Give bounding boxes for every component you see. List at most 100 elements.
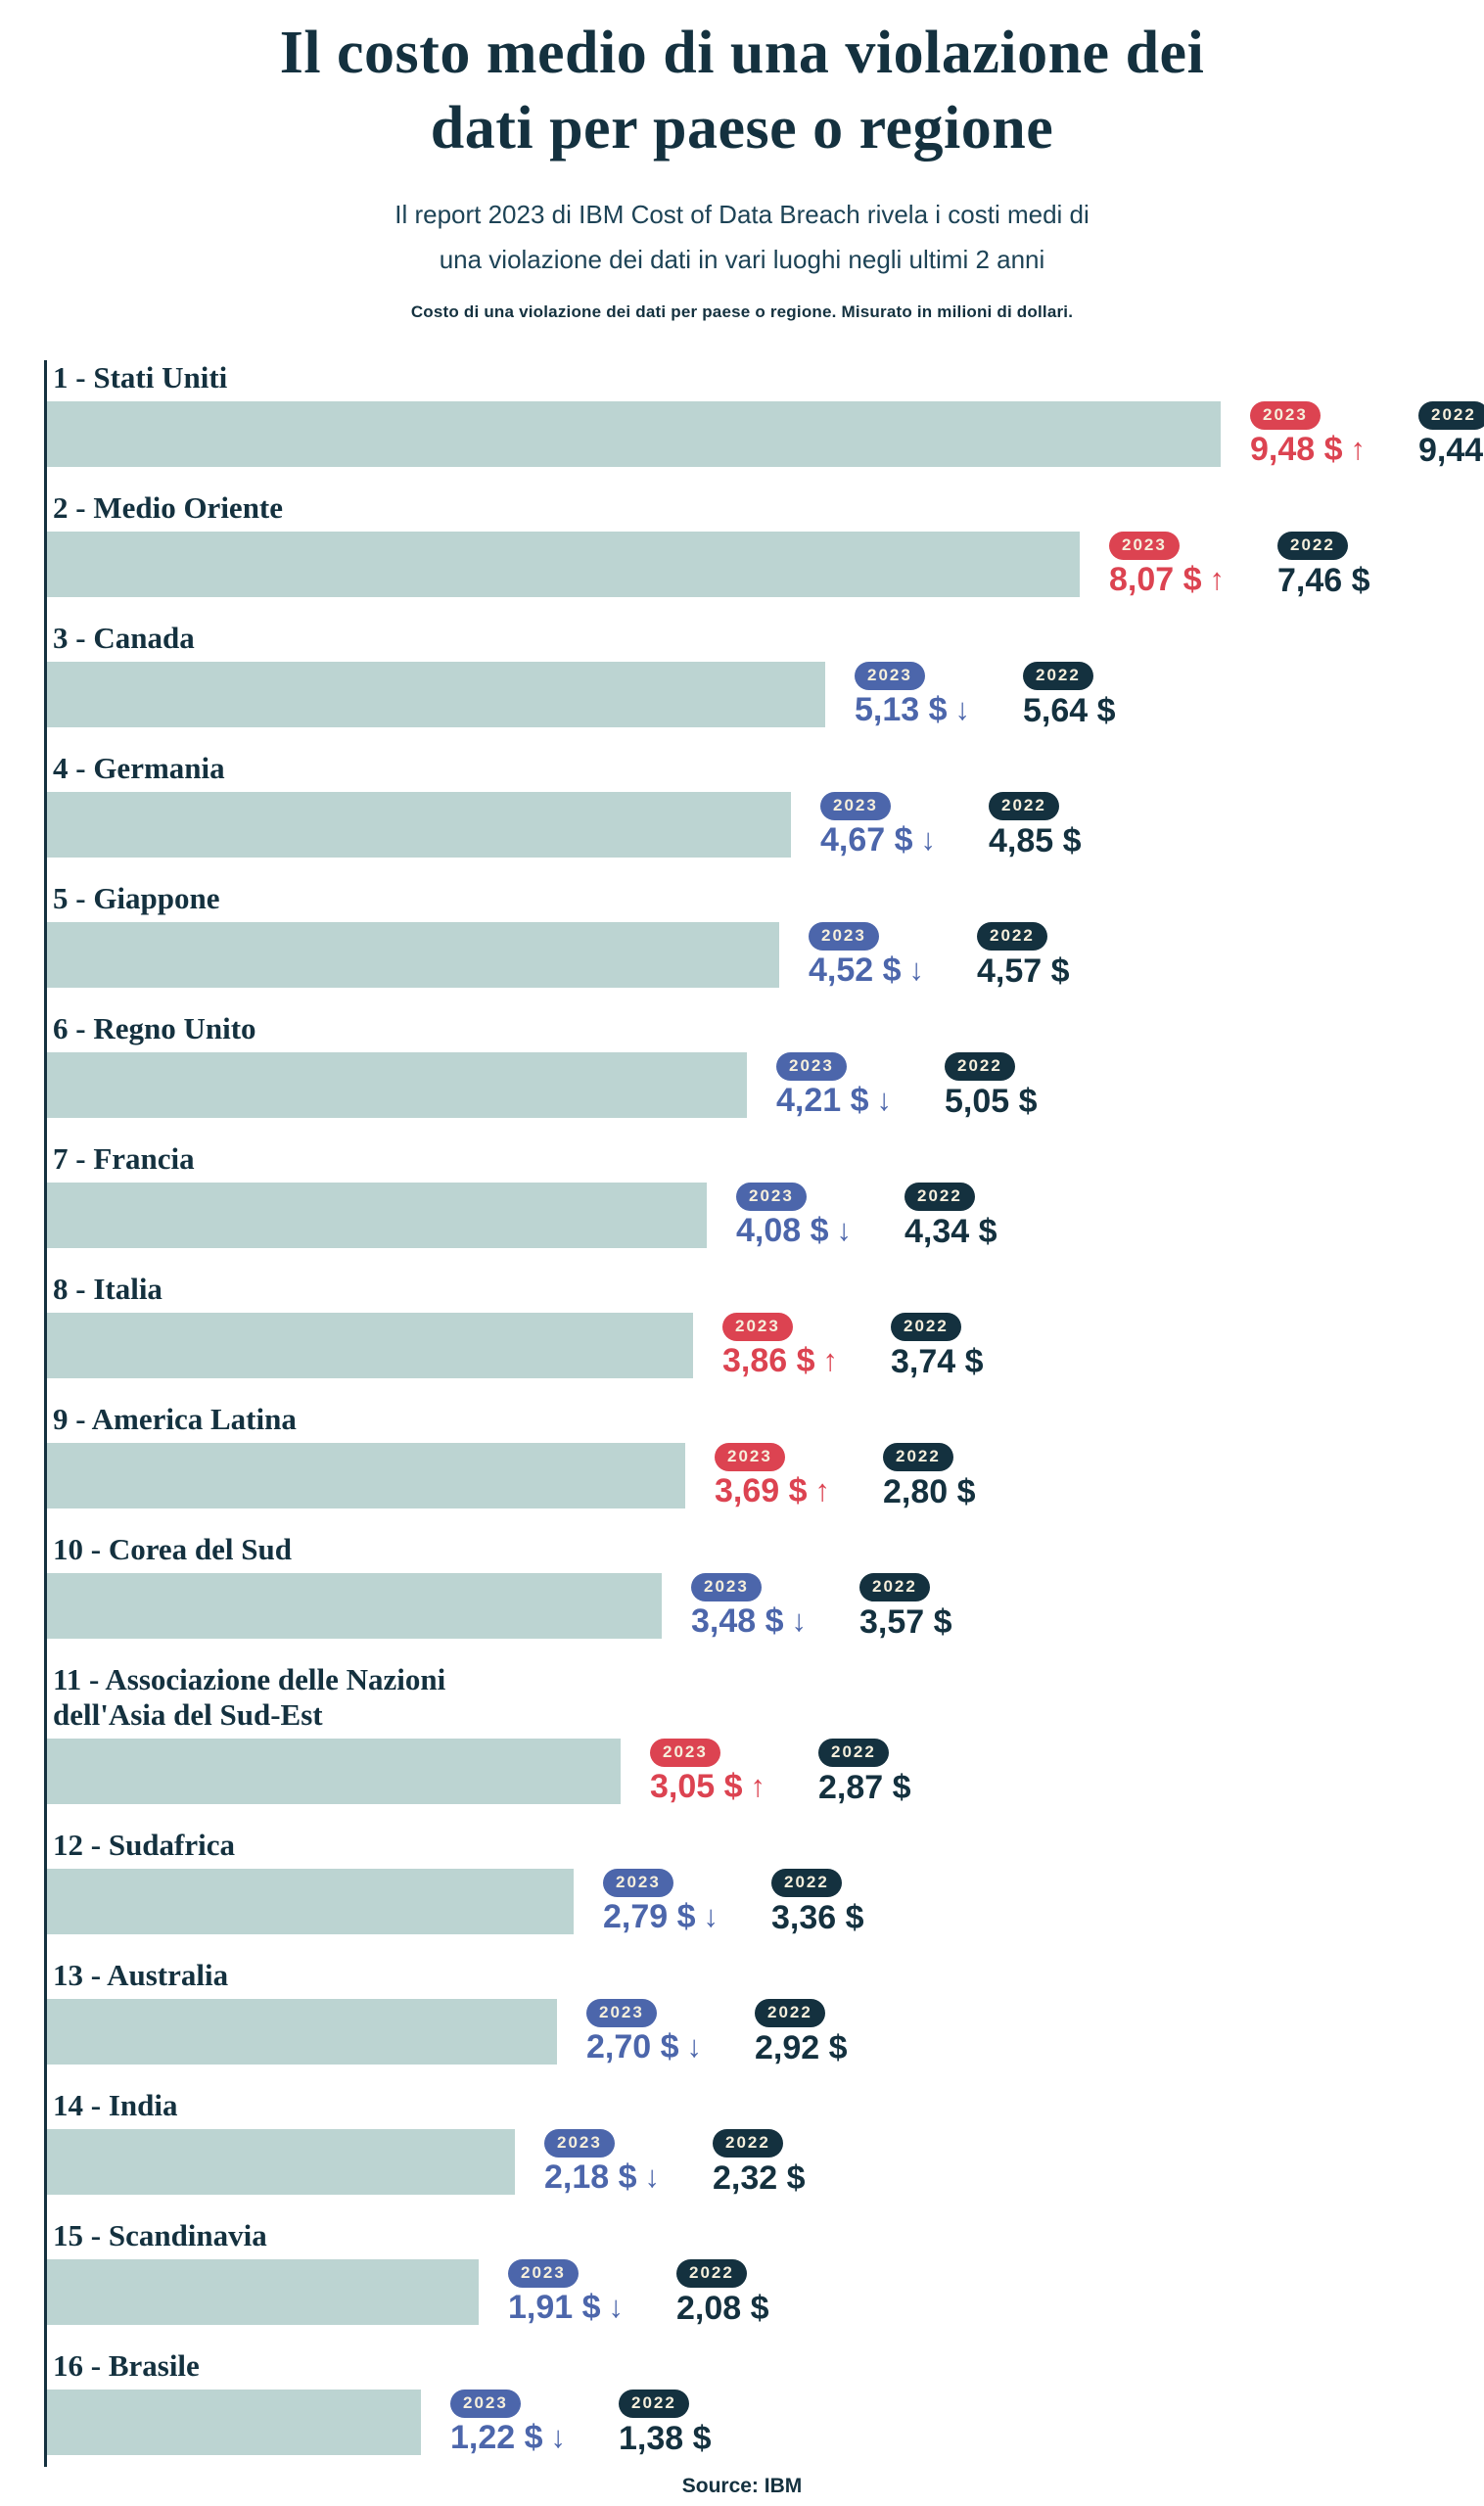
row-body: 2023 2,79 $ ↓ 2022 3,36 $ bbox=[47, 1869, 1484, 1934]
bar-2023 bbox=[47, 1052, 747, 1118]
badge-2022: 2022 bbox=[989, 792, 1059, 820]
value-2023: 3,69 $ ↑ bbox=[715, 1474, 830, 1508]
value-group-2023: 2023 9,48 $ ↑ bbox=[1250, 401, 1397, 467]
trend-down-icon: ↓ bbox=[608, 2290, 625, 2324]
value-group-2023: 2023 2,18 $ ↓ bbox=[544, 2129, 691, 2195]
trend-up-icon: ↑ bbox=[814, 1473, 831, 1508]
value-2023-amount: 9,48 $ bbox=[1250, 431, 1343, 468]
chart-row: 16 - Brasile 2023 1,22 $ ↓ 2022 1,38 $ bbox=[47, 2348, 1484, 2455]
badge-2023: 2023 bbox=[691, 1573, 762, 1601]
country-label: 5 - Giappone bbox=[53, 881, 220, 915]
header: Il costo medio di una violazione dei dat… bbox=[0, 0, 1484, 323]
value-2023: 4,21 $ ↓ bbox=[776, 1084, 892, 1118]
value-2023: 4,08 $ ↓ bbox=[736, 1214, 852, 1248]
badge-2023: 2023 bbox=[715, 1443, 785, 1471]
value-2023: 9,48 $ ↑ bbox=[1250, 433, 1366, 467]
trend-down-icon: ↓ bbox=[550, 2420, 567, 2454]
source-credit: Source: IBM bbox=[681, 2475, 803, 2497]
country-label: 2 - Medio Oriente bbox=[53, 490, 284, 525]
badge-2022: 2022 bbox=[771, 1869, 842, 1897]
badge-2023: 2023 bbox=[736, 1183, 807, 1211]
page-subtitle: Il report 2023 di IBM Cost of Data Breac… bbox=[0, 192, 1484, 282]
chart-row: 9 - America Latina 2023 3,69 $ ↑ 2022 2,8… bbox=[47, 1402, 1484, 1508]
bar-2023 bbox=[47, 2129, 515, 2195]
badge-2022: 2022 bbox=[883, 1443, 953, 1471]
value-2023: 2,70 $ ↓ bbox=[586, 2030, 702, 2065]
row-body: 2023 8,07 $ ↑ 2022 7,46 $ bbox=[47, 532, 1484, 597]
country-label: 14 - India bbox=[53, 2088, 178, 2122]
badge-2022: 2022 bbox=[1418, 401, 1484, 430]
value-2023-amount: 2,18 $ bbox=[544, 2158, 637, 2196]
country-label: 3 - Canada bbox=[53, 621, 195, 655]
value-2023: 5,13 $ ↓ bbox=[855, 693, 970, 727]
chart-row: 7 - Francia 2023 4,08 $ ↓ 2022 4,34 $ bbox=[47, 1141, 1484, 1248]
value-2022: 1,38 $ bbox=[619, 2420, 712, 2457]
value-group-2023: 2023 2,79 $ ↓ bbox=[603, 1869, 750, 1934]
badge-2023: 2023 bbox=[508, 2259, 579, 2288]
country-label: 15 - Scandinavia bbox=[53, 2218, 267, 2252]
bar-2023 bbox=[47, 922, 779, 988]
value-2023-amount: 2,79 $ bbox=[603, 1898, 696, 1935]
value-group-2022: 2022 2,08 $ bbox=[676, 2259, 769, 2325]
value-2023: 4,52 $ ↓ bbox=[809, 953, 924, 988]
trend-down-icon: ↓ bbox=[791, 1603, 808, 1638]
value-2023: 4,67 $ ↓ bbox=[820, 823, 936, 858]
badge-2023: 2023 bbox=[586, 1999, 657, 2027]
bar-2023 bbox=[47, 1183, 707, 1248]
value-2022: 9,44 $ bbox=[1418, 432, 1484, 469]
chart-row: 11 - Associazione delle Nazioni dell'Asi… bbox=[47, 1662, 1484, 1804]
value-group-2023: 2023 3,86 $ ↑ bbox=[722, 1313, 869, 1378]
row-body: 2023 3,86 $ ↑ 2022 3,74 $ bbox=[47, 1313, 1484, 1378]
row-body: 2023 4,21 $ ↓ 2022 5,05 $ bbox=[47, 1052, 1484, 1118]
bar-2023 bbox=[47, 2390, 421, 2455]
country-label: 11 - Associazione delle Nazioni dell'Asi… bbox=[53, 1662, 446, 1732]
bar-2023 bbox=[47, 1573, 662, 1639]
value-2023-amount: 3,48 $ bbox=[691, 1602, 784, 1640]
value-2023-amount: 1,91 $ bbox=[508, 2289, 601, 2326]
page-title-line1: Il costo medio di una violazione dei bbox=[279, 20, 1205, 86]
bar-2023 bbox=[47, 401, 1221, 467]
chart-row: 1 - Stati Uniti 2023 9,48 $↑ 2022 9,44 $ bbox=[47, 360, 1484, 467]
value-2022: 5,05 $ bbox=[945, 1083, 1038, 1120]
bar-2023 bbox=[47, 792, 791, 858]
value-2022: 2,80 $ bbox=[883, 1473, 976, 1510]
badge-2022: 2022 bbox=[891, 1313, 961, 1341]
row-body: 2023 2,70 $ ↓ 2022 2,92 $ bbox=[47, 1999, 1484, 2065]
value-group-2022: 2022 4,34 $ bbox=[904, 1183, 997, 1248]
value-2022: 4,57 $ bbox=[977, 952, 1070, 990]
chart-row: 14 - India 2023 2,18 $ ↓ 2022 2,32 $ bbox=[47, 2088, 1484, 2195]
badge-2023: 2023 bbox=[809, 922, 879, 951]
badge-2023: 2023 bbox=[650, 1739, 720, 1767]
value-2023: 3,48 $ ↓ bbox=[691, 1604, 807, 1639]
value-group-2022: 2022 4,57 $ bbox=[977, 922, 1070, 988]
value-2022: 2,87 $ bbox=[818, 1769, 911, 1806]
value-2023-amount: 3,86 $ bbox=[722, 1342, 815, 1379]
value-group-2023: 2023 4,67 $ ↓ bbox=[820, 792, 967, 858]
badge-2022: 2022 bbox=[1277, 532, 1348, 560]
bar-2023 bbox=[47, 662, 825, 727]
value-2023-amount: 8,07 $ bbox=[1109, 561, 1202, 598]
page-subtitle-line1: Il report 2023 di IBM Cost of Data Breac… bbox=[394, 200, 1090, 229]
badge-2022: 2022 bbox=[619, 2390, 689, 2418]
trend-up-icon: ↑ bbox=[822, 1343, 839, 1377]
row-body: 2023 4,52 $ ↓ 2022 4,57 $ bbox=[47, 922, 1484, 988]
value-group-2023: 2023 3,69 $ ↑ bbox=[715, 1443, 861, 1508]
value-group-2022: 2022 4,85 $ bbox=[989, 792, 1082, 858]
chart-row: 8 - Italia 2023 3,86 $ ↑ 2022 3,74 $ bbox=[47, 1272, 1484, 1378]
bar-2023 bbox=[47, 1443, 685, 1508]
value-group-2022: 2022 3,57 $ bbox=[859, 1573, 952, 1639]
value-2023: 1,22 $ ↓ bbox=[450, 2421, 566, 2455]
value-group-2022: 2022 1,38 $ bbox=[619, 2390, 712, 2455]
bar-chart: 1 - Stati Uniti 2023 9,48 $↑ 2022 9,44 $… bbox=[44, 360, 1484, 2467]
value-group-2023: 2023 1,91 $ ↓ bbox=[508, 2259, 655, 2325]
value-2022: 4,34 $ bbox=[904, 1213, 997, 1250]
value-group-2022: 2022 3,74 $ bbox=[891, 1313, 984, 1378]
badge-2023: 2023 bbox=[450, 2390, 521, 2418]
value-2022: 4,85 $ bbox=[989, 822, 1082, 859]
value-group-2023: 2023 3,48 $ ↓ bbox=[691, 1573, 838, 1639]
bar-2023 bbox=[47, 1739, 621, 1804]
value-group-2022: 2022 2,32 $ bbox=[713, 2129, 806, 2195]
value-group-2023: 2023 4,21 $ ↓ bbox=[776, 1052, 923, 1118]
bar-2023 bbox=[47, 1869, 574, 1934]
badge-2023: 2023 bbox=[820, 792, 891, 820]
